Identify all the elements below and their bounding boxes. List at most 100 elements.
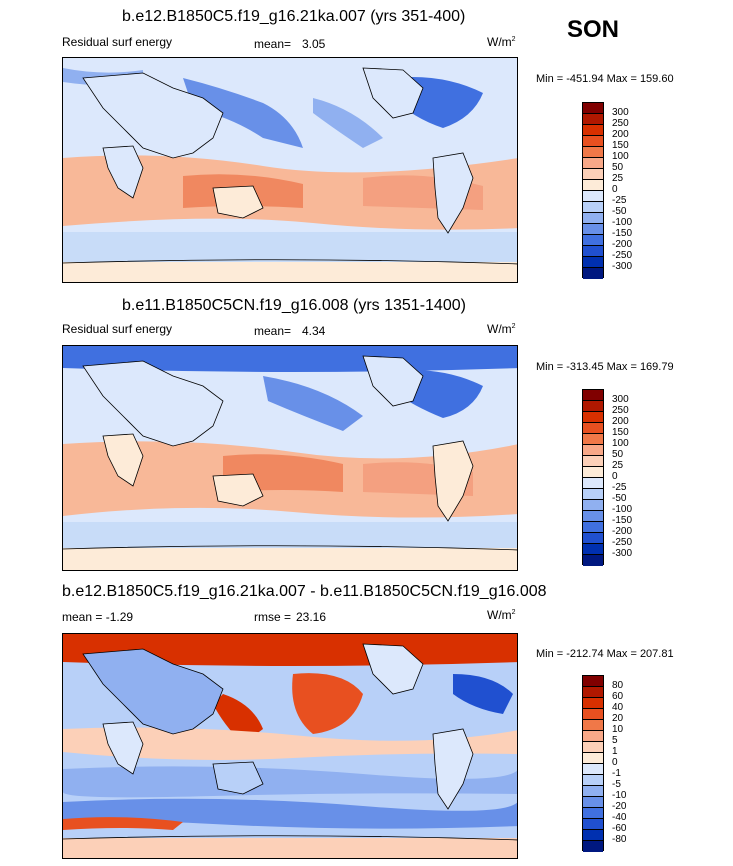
panel-2-minmax: Min = -313.45 Max = 169.79 — [536, 361, 674, 373]
panel-3-stat-label: rmse = — [254, 610, 292, 624]
colorbar-tick-label: 0 — [612, 757, 618, 768]
colorbar-box — [583, 158, 603, 169]
colorbar-box — [583, 819, 603, 830]
colorbar-tick-label: -100 — [612, 504, 633, 515]
colorbar-tick-label: -100 — [612, 217, 633, 228]
colorbar-tick-label: -40 — [612, 812, 627, 823]
colorbar-tick-label: 200 — [612, 129, 629, 140]
colorbar-box — [583, 169, 603, 180]
panel-2-map — [62, 345, 518, 571]
colorbar-tick-label: -50 — [612, 493, 627, 504]
colorbar-tick-label: -50 — [612, 206, 627, 217]
colorbar-tick-label: 10 — [612, 724, 624, 735]
panel-2-title: b.e11.B1850C5CN.f19_g16.008 (yrs 1351-14… — [122, 297, 466, 314]
panel-2-variable-label: Residual surf energy — [62, 322, 173, 336]
colorbar-box — [583, 478, 603, 489]
colorbar-box — [583, 775, 603, 786]
colorbar-box — [583, 764, 603, 775]
colorbar-box — [583, 808, 603, 819]
panel-1-variable-label: Residual surf energy — [62, 35, 173, 49]
colorbar-box — [583, 125, 603, 136]
panel-1-map — [62, 57, 518, 283]
panel-3-minmax: Min = -212.74 Max = 207.81 — [536, 648, 674, 660]
season-label: SON — [567, 16, 620, 43]
colorbar-box — [583, 687, 603, 698]
colorbar-box — [583, 401, 603, 412]
colorbar-box — [583, 445, 603, 456]
colorbar-box — [583, 753, 603, 764]
colorbar-box — [583, 147, 603, 158]
colorbar-tick-label: 25 — [612, 173, 624, 184]
colorbar-tick-label: 60 — [612, 691, 624, 702]
colorbar-box — [583, 257, 603, 268]
colorbar-tick-label: 25 — [612, 460, 624, 471]
panel-1-title: b.e12.B1850C5.f19_g16.21ka.007 (yrs 351-… — [122, 8, 466, 25]
panel-2-units: W/m2 — [487, 322, 516, 336]
colorbar-box — [583, 533, 603, 544]
panel-3-mean-label: mean = -1.29 — [62, 610, 134, 624]
colorbar-box — [583, 423, 603, 434]
colorbar-tick-label: 250 — [612, 405, 629, 416]
colorbar-tick-label: 50 — [612, 449, 624, 460]
colorbar-tick-label: -60 — [612, 823, 627, 834]
colorbar-tick-label: -300 — [612, 548, 633, 559]
colorbar-tick-label: 1 — [612, 746, 618, 757]
colorbar-box — [583, 202, 603, 213]
colorbar-tick-label: -250 — [612, 537, 633, 548]
colorbar-tick-label: -25 — [612, 482, 627, 493]
colorbar-tick-label: -300 — [612, 261, 633, 272]
colorbar-tick-label: -10 — [612, 790, 627, 801]
panel-3-title: b.e12.B1850C5.f19_g16.21ka.007 - b.e11.B… — [62, 583, 547, 600]
panel-1-stat-label: mean= — [254, 37, 292, 51]
panel-1-stat-value: 3.05 — [302, 37, 326, 51]
colorbar-box — [583, 456, 603, 467]
colorbar-tick-label: -1 — [612, 768, 621, 779]
colorbar-box — [583, 797, 603, 808]
colorbar-tick-label: -25 — [612, 195, 627, 206]
colorbar-box — [583, 434, 603, 445]
colorbar-box — [583, 786, 603, 797]
colorbar-box — [583, 676, 603, 687]
colorbar-tick-label: -150 — [612, 515, 633, 526]
colorbar-box — [583, 467, 603, 478]
colorbar-tick-label: 300 — [612, 107, 629, 118]
colorbar-box — [583, 246, 603, 257]
colorbar-tick-label: 150 — [612, 427, 629, 438]
colorbar-tick-label: -200 — [612, 239, 633, 250]
colorbar-box — [583, 742, 603, 753]
colorbar-tick-label: 20 — [612, 713, 624, 724]
colorbar-box — [583, 511, 603, 522]
colorbar-tick-label: 50 — [612, 162, 624, 173]
colorbar-tick-label: -5 — [612, 779, 621, 790]
panel-1-colorbar — [582, 102, 604, 279]
colorbar-tick-label: 200 — [612, 416, 629, 427]
panel-2-stat-value: 4.34 — [302, 324, 326, 338]
colorbar-box — [583, 522, 603, 533]
colorbar-box — [583, 103, 603, 114]
colorbar-tick-label: 0 — [612, 471, 618, 482]
colorbar-tick-label: 5 — [612, 735, 618, 746]
colorbar-box — [583, 544, 603, 555]
colorbar-box — [583, 500, 603, 511]
colorbar-tick-label: 250 — [612, 118, 629, 129]
colorbar-tick-label: 0 — [612, 184, 618, 195]
panel-2-colorbar — [582, 389, 604, 566]
colorbar-box — [583, 136, 603, 147]
panel-2-stat-label: mean= — [254, 324, 292, 338]
colorbar-box — [583, 555, 603, 566]
colorbar-box — [583, 235, 603, 246]
colorbar-tick-label: -250 — [612, 250, 633, 261]
colorbar-tick-label: 150 — [612, 140, 629, 151]
colorbar-box — [583, 720, 603, 731]
colorbar-box — [583, 841, 603, 852]
panel-1-units: W/m2 — [487, 35, 516, 49]
colorbar-box — [583, 489, 603, 500]
colorbar-box — [583, 412, 603, 423]
colorbar-box — [583, 390, 603, 401]
colorbar-tick-label: -200 — [612, 526, 633, 537]
colorbar-tick-label: 100 — [612, 151, 629, 162]
colorbar-tick-label: 80 — [612, 680, 624, 691]
colorbar-tick-label: 100 — [612, 438, 629, 449]
colorbar-box — [583, 180, 603, 191]
colorbar-tick-label: 300 — [612, 394, 629, 405]
